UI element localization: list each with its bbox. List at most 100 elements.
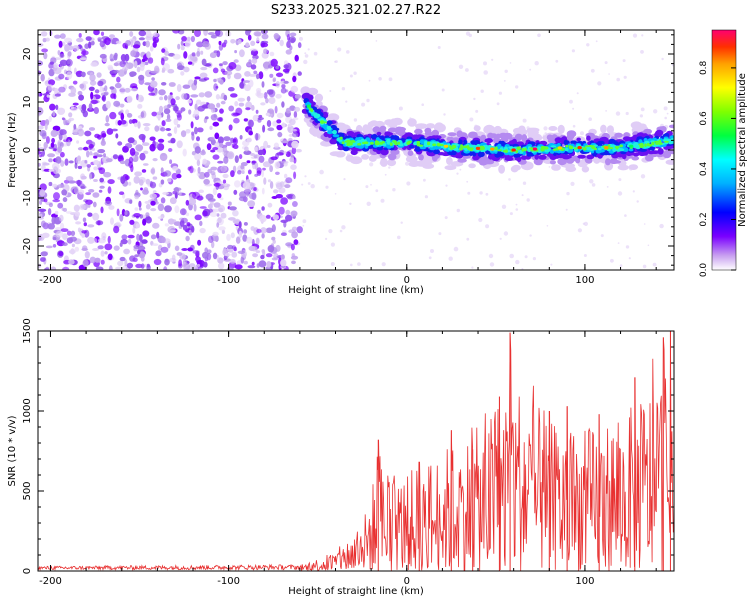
noise-speckle [48,169,55,172]
noise-speckle [128,181,132,186]
noise-speckle [234,180,241,188]
noise-speckle [287,123,292,128]
noise-speckle [198,171,206,180]
signal-peak [577,146,582,150]
noise-speckle [267,127,275,132]
noise-speckle [293,239,299,245]
noise-speckle [167,68,175,74]
background-speckle [619,264,623,267]
signal-blob [586,154,595,160]
background-speckle [664,116,667,120]
background-speckle [473,97,476,101]
noise-speckle [217,117,223,122]
signal-blob [326,125,332,130]
noise-speckle [251,58,258,64]
noise-speckle [43,141,48,149]
noise-speckle [119,256,126,262]
noise-speckle [267,202,273,208]
noise-speckle [133,176,140,184]
noise-speckle [227,249,234,253]
noise-speckle [233,117,240,124]
noise-speckle [116,208,120,217]
noise-speckle [77,165,83,170]
noise-speckle [96,154,103,158]
noise-speckle [122,66,127,72]
noise-speckle [194,126,198,135]
noise-speckle [142,163,149,166]
background-speckle [499,237,502,240]
noise-speckle [268,96,276,105]
noise-speckle [265,97,269,104]
background-speckle [515,85,519,89]
noise-speckle [119,214,124,222]
signal-blob [415,123,428,129]
noise-speckle [68,160,74,164]
background-speckle [591,183,596,187]
noise-speckle [167,218,175,225]
signal-blob [370,141,374,145]
noise-speckle [173,105,179,112]
noise-speckle [216,78,222,81]
noise-speckle [292,75,297,83]
noise-speckle [238,230,243,239]
background-speckle [313,51,318,56]
background-speckle [617,242,620,245]
background-speckle [438,232,442,236]
noise-speckle [113,62,119,67]
noise-speckle [265,227,274,234]
noise-speckle [119,191,125,195]
signal-blob [504,149,508,154]
signal-blob [484,138,493,144]
signal-blob [379,141,383,145]
signal-blob [655,129,664,137]
noise-speckle [271,236,276,241]
noise-speckle [178,191,182,196]
colorbar-label: Normalized spectral amplitude [737,73,748,227]
signal-blob [609,158,619,165]
noise-speckle [150,200,156,206]
signal-blob [311,112,318,115]
background-speckle [406,181,411,186]
noise-speckle [194,153,202,161]
noise-speckle [203,261,208,268]
noise-speckle [145,212,150,217]
noise-speckle [130,50,137,57]
background-speckle [576,92,579,95]
background-speckle [337,47,342,52]
noise-speckle [275,244,281,252]
background-speckle [443,113,446,116]
noise-speckle [136,66,141,73]
noise-speckle [246,236,253,244]
noise-speckle [51,137,55,144]
noise-speckle [263,177,267,185]
noise-speckle [280,254,285,260]
snr-line [38,331,674,571]
noise-speckle [227,151,235,160]
noise-speckle [38,92,41,97]
background-speckle [529,234,532,237]
background-speckle [509,253,514,259]
noise-speckle [175,110,183,114]
noise-speckle [240,255,245,264]
noise-speckle [276,124,283,131]
noise-speckle [280,87,287,94]
background-speckle [366,201,371,206]
noise-speckle [245,107,251,111]
noise-speckle [280,197,288,205]
noise-speckle [253,187,257,192]
noise-speckle [48,68,55,77]
noise-speckle [57,50,61,56]
noise-speckle [157,143,165,151]
noise-speckle [63,134,67,141]
noise-speckle [210,114,218,121]
noise-speckle [38,162,41,167]
noise-speckle [261,206,265,211]
noise-speckle [225,253,231,257]
noise-speckle [260,102,266,106]
signal-blob [549,160,557,165]
background-speckle [307,48,310,51]
background-speckle [485,224,490,229]
signal-blob [327,130,333,135]
noise-speckle [216,102,221,108]
noise-speckle [127,238,132,245]
